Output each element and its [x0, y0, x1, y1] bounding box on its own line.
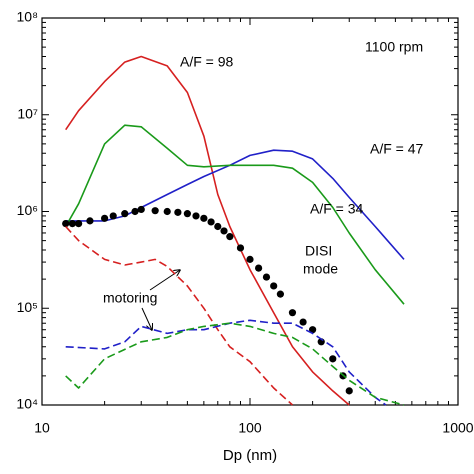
series-line: [65, 55, 350, 406]
data-point: [131, 207, 139, 216]
data-point: [226, 233, 234, 241]
data-point: [345, 387, 353, 395]
data-point: [200, 214, 208, 222]
data-point: [255, 264, 263, 272]
data-point: [262, 273, 271, 281]
arrow: [149, 270, 180, 291]
annotation: mode: [303, 261, 338, 277]
data-point: [174, 208, 182, 216]
plot-frame: [41, 17, 459, 406]
series-label: A/F = 47: [370, 141, 424, 157]
x-tick-label: 10: [34, 420, 50, 436]
data-point: [246, 255, 254, 263]
data-point: [151, 207, 159, 215]
data-point: [109, 212, 117, 220]
annotation: motoring: [103, 290, 157, 306]
data-point: [121, 210, 129, 218]
data-point: [288, 309, 297, 317]
data-point: [207, 218, 215, 226]
annotation: DISI: [305, 243, 332, 259]
y-tick-label: 10⁵: [17, 299, 38, 315]
data-point: [220, 227, 228, 235]
x-axis-label: Dp (nm): [223, 447, 277, 464]
data-point: [137, 205, 145, 214]
y-tick-label: 10⁸: [17, 9, 39, 25]
data-point: [75, 219, 83, 228]
data-point: [329, 355, 337, 363]
series-line: [65, 319, 387, 406]
y-tick-label: 10⁴: [16, 396, 38, 412]
series-label: A/F = 34: [310, 201, 364, 217]
data-point: [192, 212, 200, 220]
data-point: [183, 210, 191, 218]
x-tick-label: 1000: [442, 420, 473, 436]
data-point: [270, 282, 278, 290]
y-tick-label: 10⁷: [17, 105, 38, 121]
data-point: [68, 219, 76, 228]
series-label: A/F = 98: [180, 54, 234, 70]
x-tick-label: 100: [238, 420, 262, 436]
series-line: [65, 124, 405, 305]
arrow: [141, 307, 152, 330]
series-line: [65, 225, 294, 406]
data-point: [163, 207, 171, 216]
data-point: [276, 290, 284, 298]
annotation: 1100 rpm: [365, 39, 423, 55]
data-point: [101, 214, 109, 222]
data-point: [214, 222, 222, 231]
data-point: [86, 217, 94, 225]
data-point: [299, 318, 307, 326]
series-line: [65, 322, 405, 406]
data-point: [62, 219, 70, 228]
data-point: [236, 244, 245, 252]
data-point: [309, 326, 317, 334]
y-tick-label: 10⁶: [17, 202, 38, 218]
